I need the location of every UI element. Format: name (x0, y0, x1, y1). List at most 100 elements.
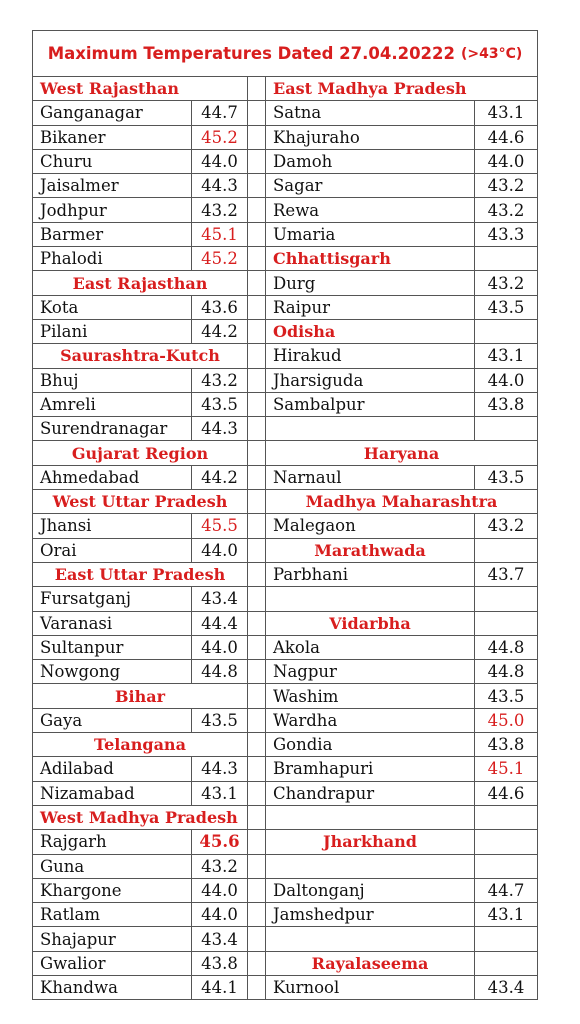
station-name: Narnaul (266, 465, 475, 491)
region-header-right: Jharkhand (266, 830, 475, 855)
station-name: Jamshedpur (266, 903, 475, 928)
table-row: Saurashtra-Kutch Hirakud 43.1 (32, 344, 538, 369)
temperature-value: 43.1 (475, 903, 538, 928)
station-name: Damoh (266, 149, 475, 175)
spacer-cell (248, 757, 266, 782)
temperature-table: Maximum Temperatures Dated 27.04.20222 (… (32, 30, 538, 1001)
table-row: Churu 44.0 Damoh 44.0 (32, 149, 538, 175)
table-row: Gaya 43.5 Wardha 45.0 (32, 708, 538, 734)
spacer-cell (248, 805, 266, 831)
region-header-right: Haryana (266, 441, 538, 466)
spacer-cell (248, 684, 266, 709)
temperature-value: 44.0 (192, 538, 248, 563)
table-row: Nizamabad 43.1 Chandrapur 44.6 (32, 781, 538, 806)
temperature-value: 44.8 (192, 660, 248, 685)
station-name: Ganganagar (32, 101, 192, 126)
table-row: Ganganagar 44.7 Satna 43.1 (32, 101, 538, 126)
region-header-left: Bihar (32, 684, 248, 709)
station-name: Churu (32, 149, 192, 175)
temperature-value (475, 247, 538, 272)
spacer-cell (248, 198, 266, 223)
table-row: West Uttar Pradesh Madhya Maharashtra (32, 490, 538, 515)
station-name: Kota (32, 295, 192, 320)
region-header-left: Telangana (32, 733, 248, 758)
temperature-value: 43.2 (475, 198, 538, 223)
temperature-value: 44.3 (192, 174, 248, 199)
temperature-value: 43.1 (192, 781, 248, 806)
temperature-value (475, 319, 538, 345)
spacer-cell (248, 611, 266, 636)
table-row: Fursatganj 43.4 (32, 587, 538, 612)
temperature-value (475, 611, 538, 636)
spacer-cell (248, 660, 266, 685)
title-text: Maximum Temperatures Dated 27.04.20222 (47, 44, 455, 63)
temperature-value: 43.5 (192, 392, 248, 418)
table-row: Orai 44.0 Marathwada (32, 538, 538, 563)
temperature-value: 44.1 (192, 975, 248, 1001)
station-name: Orai (32, 538, 192, 563)
spacer-cell (248, 295, 266, 320)
table-row: Gujarat Region Haryana (32, 441, 538, 466)
spacer-cell (248, 441, 266, 466)
temperature-value: 44.0 (192, 149, 248, 175)
station-name: Sultanpur (32, 635, 192, 661)
temperature-value: 44.0 (475, 368, 538, 393)
spacer-cell (248, 927, 266, 952)
table-row: Ratlam 44.0 Jamshedpur 43.1 (32, 903, 538, 928)
spacer-cell (248, 417, 266, 442)
table-row: Barmer 45.1 Umaria 43.3 (32, 222, 538, 248)
temperature-value: 44.2 (192, 465, 248, 491)
station-name: Ahmedabad (32, 465, 192, 491)
temperature-value: 45.1 (192, 222, 248, 248)
temperature-value: 45.6 (192, 830, 248, 855)
temperature-value: 43.3 (475, 222, 538, 248)
station-name (266, 927, 475, 952)
temperature-value: 43.8 (475, 392, 538, 418)
temperature-value: 43.5 (475, 465, 538, 491)
temperature-value: 43.2 (475, 174, 538, 199)
region-header-right: Odisha (266, 319, 475, 345)
station-name: Phalodi (32, 247, 192, 272)
table-row: Sultanpur 44.0 Akola 44.8 (32, 635, 538, 661)
spacer-cell (248, 781, 266, 806)
spacer-cell (248, 465, 266, 491)
station-name (266, 805, 475, 831)
station-name: Satna (266, 101, 475, 126)
temperature-value: 44.6 (475, 781, 538, 806)
temperature-value: 44.7 (475, 878, 538, 904)
station-name: Ratlam (32, 903, 192, 928)
temperature-value: 43.2 (475, 271, 538, 296)
station-name: Daltonganj (266, 878, 475, 904)
temperature-value: 44.3 (192, 417, 248, 442)
table-row: West Rajasthan East Madhya Pradesh (32, 77, 538, 102)
table-body: West Rajasthan East Madhya Pradesh Gangana… (32, 77, 538, 1001)
table-row: Bhuj 43.2 Jharsiguda 44.0 (32, 368, 538, 393)
station-name: Wardha (266, 708, 475, 734)
station-name: Durg (266, 271, 475, 296)
table-row: Bikaner 45.2 Khajuraho 44.6 (32, 125, 538, 150)
station-name: Gondia (266, 733, 475, 758)
spacer-cell (248, 149, 266, 175)
table-row: Guna 43.2 (32, 854, 538, 879)
station-name: Parbhani (266, 562, 475, 588)
spacer-cell (248, 77, 266, 102)
temperature-value: 45.0 (475, 708, 538, 734)
station-name: Gaya (32, 708, 192, 734)
temperature-value: 43.5 (475, 684, 538, 709)
table-row: East Rajasthan Durg 43.2 (32, 271, 538, 296)
table-row: West Madhya Pradesh (32, 805, 538, 831)
region-header-left: Gujarat Region (32, 441, 248, 466)
region-header-left: West Uttar Pradesh (32, 490, 248, 515)
temperature-value: 43.7 (475, 562, 538, 588)
station-name: Rajgarh (32, 830, 192, 855)
table-row: Ahmedabad 44.2 Narnaul 43.5 (32, 465, 538, 491)
station-name: Shajapur (32, 927, 192, 952)
temperature-value (475, 951, 538, 976)
table-title: Maximum Temperatures Dated 27.04.20222 (… (32, 30, 538, 77)
station-name: Nagpur (266, 660, 475, 685)
station-name (266, 417, 475, 442)
station-name: Surendranagar (32, 417, 192, 442)
table-row: Adilabad 44.3 Bramhapuri 45.1 (32, 757, 538, 782)
temperature-value: 43.4 (192, 587, 248, 612)
station-name: Jodhpur (32, 198, 192, 223)
